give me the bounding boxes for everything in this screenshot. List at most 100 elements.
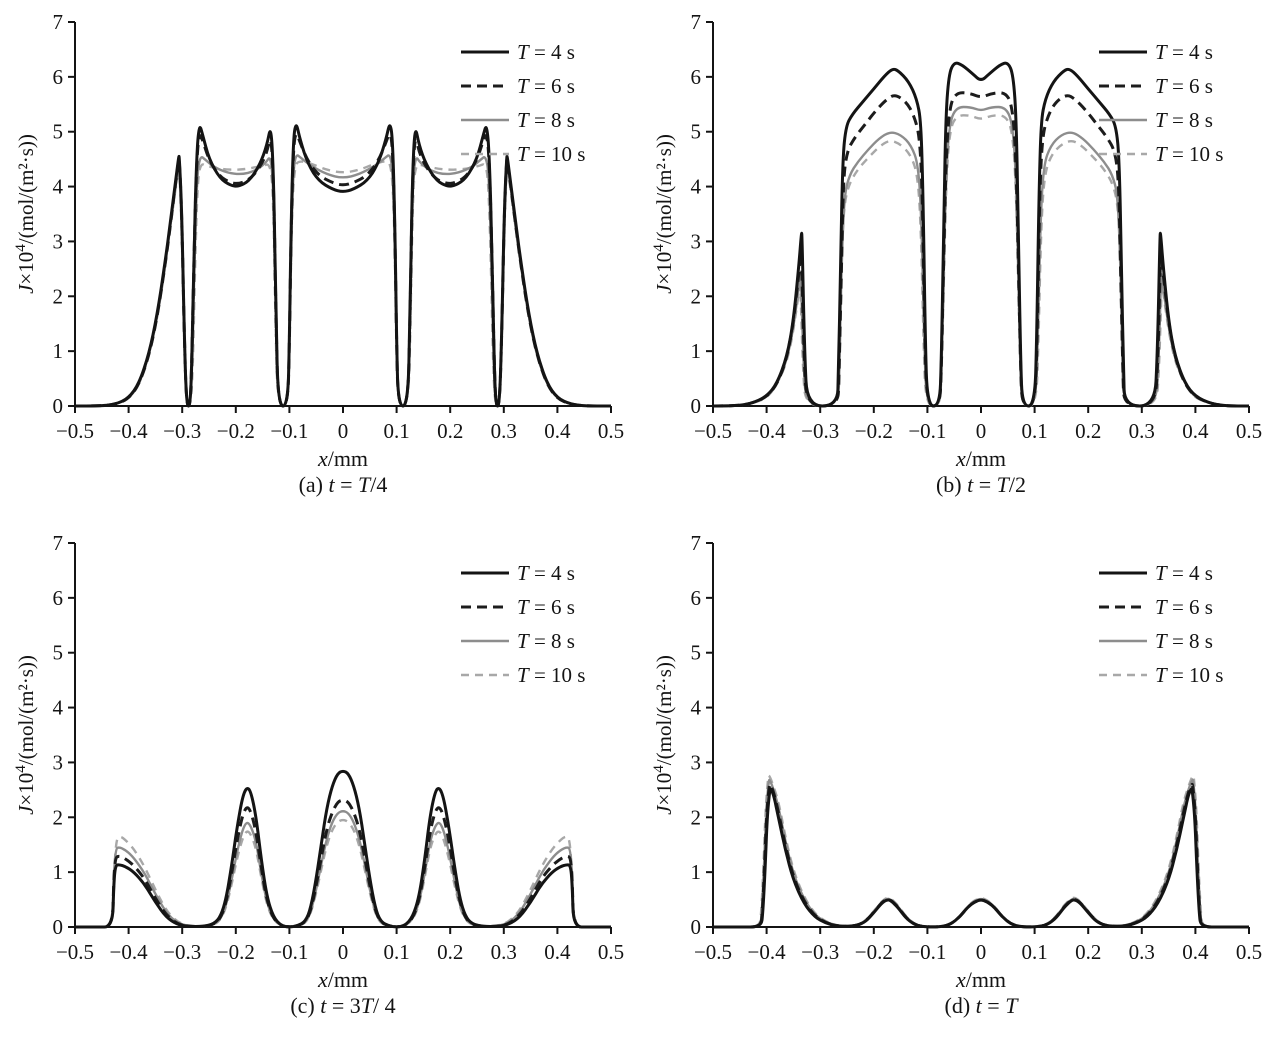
- panel-c: 0 1 2 3 4 5 6 7 −0.5 −0.4 −0.3 −0.2 −0.1 0 0.1 0.2 0.3 0.…: [0, 521, 638, 1042]
- x-tick-label: 0.5: [1236, 419, 1262, 443]
- caption-text: = 3: [326, 993, 361, 1018]
- caption-text: t: [967, 472, 974, 497]
- y-tick-label: 2: [691, 284, 702, 308]
- x-tick-label: 0.3: [491, 419, 517, 443]
- x-tick-label: −0.4: [748, 419, 787, 443]
- x-tick-label: −0.4: [748, 940, 787, 964]
- caption-text: (b): [935, 472, 968, 497]
- series-line-T4: [74, 124, 611, 408]
- legend-entry-T4: T = 4 s: [1099, 40, 1213, 64]
- x-tick-label: −0.3: [801, 419, 839, 443]
- series-line-T10: [713, 774, 1249, 929]
- y-tick-label: 1: [53, 860, 64, 884]
- x-tick-label: 0.5: [1236, 940, 1262, 964]
- y-tick-label: 3: [691, 750, 702, 774]
- series-line-T8: [75, 810, 611, 929]
- y-axis-label: J×104/(mol/(m²·s)): [651, 655, 676, 815]
- y-tick-label: 6: [691, 65, 702, 89]
- x-tick-label: 0.4: [1182, 940, 1209, 964]
- legend-entry-T6: T = 6 s: [461, 595, 575, 619]
- x-tick-label: 0.1: [1021, 940, 1047, 964]
- chart-svg-a: 0 1 2 3 4 5 6 7 −0.5 −0.4 −0.3 −0.2 −0.1 0 0.1 0.2 0.3 0.…: [13, 14, 624, 470]
- legend-label: T = 4 s: [1155, 40, 1213, 64]
- caption-text: T: [358, 472, 371, 497]
- legend-label: T = 8 s: [1155, 108, 1213, 132]
- x-tick-label: −0.2: [855, 940, 893, 964]
- y-tick-label: 2: [53, 805, 64, 829]
- x-tick-label: 0.4: [1182, 419, 1209, 443]
- legend-entry-T8: T = 8 s: [461, 629, 575, 653]
- legend-label: T = 6 s: [1155, 74, 1213, 98]
- x-tick-label: −0.1: [908, 419, 946, 443]
- y-tick-label: 0: [53, 915, 64, 939]
- series-line-T10: [74, 160, 611, 408]
- x-tick-label: 0.5: [598, 940, 624, 964]
- x-tick-label: −0.4: [110, 940, 149, 964]
- chart-svg-d: 0 1 2 3 4 5 6 7 −0.5 −0.4 −0.3 −0.2 −0.1 0 0.1 0.2 0.3 0.…: [651, 535, 1262, 991]
- x-tick-label: −0.1: [270, 419, 308, 443]
- caption-text: / 4: [373, 993, 396, 1018]
- x-tick-label: 0.2: [437, 419, 463, 443]
- series-line-T4: [712, 61, 1249, 408]
- caption-text: /2: [1008, 472, 1027, 497]
- caption-text: T: [1005, 993, 1018, 1018]
- x-tick-label: 0.2: [1075, 940, 1101, 964]
- legend-entry-T6: T = 6 s: [1099, 595, 1213, 619]
- legend-label: T = 10 s: [1155, 663, 1223, 687]
- y-tick-label: 5: [53, 120, 64, 144]
- panel-a: 0 1 2 3 4 5 6 7 −0.5 −0.4 −0.3 −0.2 −0.1 0 0.1 0.2 0.3 0.…: [0, 0, 638, 521]
- legend-entry-T8: T = 8 s: [1099, 629, 1213, 653]
- y-tick-label: 1: [53, 339, 64, 363]
- x-axis-label: x/mm: [955, 967, 1006, 991]
- y-tick-label: 4: [53, 175, 64, 199]
- x-tick-label: 0.1: [383, 419, 409, 443]
- x-tick-label: 0.5: [598, 419, 624, 443]
- series-line-T10: [75, 818, 611, 929]
- y-tick-label: 4: [691, 175, 702, 199]
- caption-d: (d) t = T: [649, 993, 1265, 1019]
- legend-entry-T4: T = 4 s: [461, 561, 575, 585]
- chart-svg-b: 0 1 2 3 4 5 6 7 −0.5 −0.4 −0.3 −0.2 −0.1 0 0.1 0.2 0.3 0.…: [651, 14, 1262, 470]
- series-line-T6: [712, 91, 1249, 408]
- x-tick-label: −0.4: [110, 419, 149, 443]
- x-axis-label: x/mm: [317, 967, 368, 991]
- legend-label: T = 8 s: [517, 629, 575, 653]
- caption-text: (c): [290, 993, 321, 1018]
- legend-label: T = 6 s: [517, 74, 575, 98]
- x-tick-label: 0.2: [437, 940, 463, 964]
- y-tick-label: 5: [691, 641, 702, 665]
- x-tick-label: −0.5: [694, 940, 732, 964]
- y-tick-label: 3: [53, 229, 64, 253]
- legend-label: T = 10 s: [517, 142, 585, 166]
- y-tick-label: 7: [691, 14, 702, 34]
- y-tick-label: 3: [691, 229, 702, 253]
- x-tick-label: 0.4: [544, 940, 571, 964]
- legend-entry-T4: T = 4 s: [461, 40, 575, 64]
- y-tick-label: 7: [53, 14, 64, 34]
- y-tick-label: 2: [53, 284, 64, 308]
- y-tick-label: 0: [53, 394, 64, 418]
- x-tick-label: 0.3: [1129, 940, 1155, 964]
- series-line-T8: [74, 154, 611, 408]
- caption-text: (d): [944, 993, 976, 1018]
- caption-text: T: [996, 472, 1009, 497]
- y-tick-label: 5: [691, 120, 702, 144]
- caption-text: =: [981, 993, 1006, 1018]
- y-tick-label: 7: [53, 535, 64, 555]
- legend-label: T = 10 s: [517, 663, 585, 687]
- caption-text: (a): [298, 472, 329, 497]
- legend-label: T = 8 s: [517, 108, 575, 132]
- y-tick-label: 6: [53, 65, 64, 89]
- panel-d: 0 1 2 3 4 5 6 7 −0.5 −0.4 −0.3 −0.2 −0.1 0 0.1 0.2 0.3 0.…: [638, 521, 1276, 1042]
- x-tick-label: −0.5: [56, 419, 94, 443]
- legend-entry-T8: T = 8 s: [461, 108, 575, 132]
- x-tick-label: 0.1: [1021, 419, 1047, 443]
- legend-label: T = 4 s: [1155, 561, 1213, 585]
- x-tick-label: 0.3: [1129, 419, 1155, 443]
- y-tick-label: 6: [53, 586, 64, 610]
- caption-text: =: [973, 472, 997, 497]
- x-tick-label: −0.2: [855, 419, 893, 443]
- caption-text: =: [334, 472, 359, 497]
- legend-entry-T10: T = 10 s: [1099, 142, 1223, 166]
